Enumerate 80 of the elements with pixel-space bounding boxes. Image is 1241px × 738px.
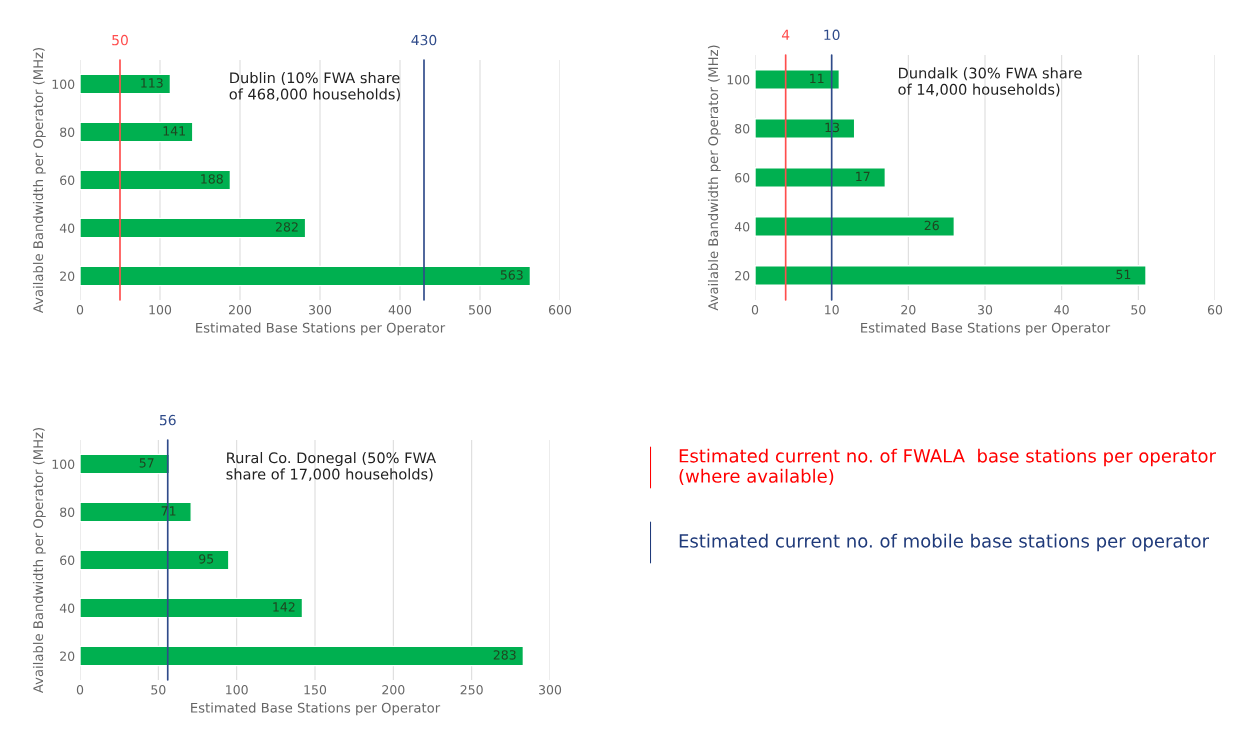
ref-line-label: 50	[112, 34, 128, 46]
annotation: Rural Co. Donegal (50% FWA share of 17,000 households)	[226, 452, 437, 482]
bar	[80, 169, 232, 191]
data-label: 57	[139, 458, 154, 468]
x-tick-label: 100	[226, 685, 248, 695]
x-tick-label: 60	[1207, 305, 1223, 315]
x-tick-label: 600	[548, 305, 572, 315]
y-tick-label: 40	[59, 603, 75, 613]
bar	[80, 265, 532, 287]
bar	[755, 265, 1147, 286]
x-tick-label: 0	[76, 305, 84, 315]
bar	[755, 118, 856, 139]
y-tick-label: 80	[60, 127, 75, 137]
legend-label: Estimated current no. of mobile base stations per operator	[679, 533, 1210, 552]
y-tick-label: 60	[60, 175, 75, 185]
x-tick-label: 400	[388, 305, 412, 315]
y-tick-label: 100	[52, 459, 75, 469]
x-tick-label: 100	[149, 305, 172, 315]
bar	[755, 69, 841, 90]
ref-line-label: 430	[411, 34, 437, 46]
bar	[80, 453, 170, 475]
data-label: 282	[275, 222, 298, 232]
y-axis-title: Available Bandwidth per Operator (MHz)	[707, 45, 721, 311]
data-label: 141	[163, 126, 185, 136]
x-tick-label: 300	[309, 305, 332, 315]
data-label: 26	[924, 220, 939, 231]
x-tick-label: 200	[228, 305, 252, 315]
bar	[80, 73, 172, 95]
y-axis-title: Available Bandwidth per Operator (MHz)	[32, 48, 46, 314]
y-tick-label: 80	[60, 507, 75, 517]
y-tick-label: 40	[59, 223, 75, 233]
data-label: 563	[500, 270, 523, 280]
data-label: 142	[273, 602, 295, 612]
x-tick-label: 50	[1131, 305, 1146, 315]
bar	[80, 645, 525, 667]
y-tick-label: 100	[52, 79, 75, 89]
data-label: 188	[201, 174, 223, 184]
bar	[80, 217, 307, 239]
bar	[80, 121, 194, 143]
y-tick-label: 20	[60, 271, 75, 281]
legend-label: Estimated current no. of FWALA base stations per operator (where available)	[679, 448, 1216, 485]
x-tick-label: 300	[539, 685, 562, 695]
ref-line-label: 56	[159, 414, 176, 426]
data-label: 283	[493, 650, 516, 660]
ref-line-label: 4	[781, 29, 790, 40]
x-axis-title: Estimated Base Stations per Operator	[196, 322, 446, 336]
y-tick-label: 40	[734, 221, 750, 232]
bar	[80, 549, 230, 571]
x-tick-label: 150	[304, 685, 327, 695]
bar	[755, 167, 887, 188]
x-tick-label: 0	[751, 305, 759, 315]
x-tick-label: 40	[1054, 305, 1069, 315]
x-tick-label: 50	[151, 685, 166, 695]
x-axis-title: Estimated Base Stations per Operator	[861, 322, 1111, 336]
x-tick-label: 0	[76, 685, 84, 695]
y-tick-label: 80	[735, 123, 750, 134]
annotation: Dublin (10% FWA share of 468,000 households)	[229, 72, 400, 102]
data-label: 51	[1116, 269, 1131, 280]
y-tick-label: 60	[60, 555, 75, 565]
y-tick-label: 60	[735, 172, 750, 183]
bar	[80, 597, 304, 619]
x-axis-title: Estimated Base Stations per Operator	[191, 702, 441, 716]
x-tick-label: 500	[469, 305, 492, 315]
data-label: 113	[141, 78, 163, 88]
x-tick-label: 250	[460, 685, 483, 695]
y-tick-label: 20	[735, 270, 750, 281]
annotation: Dundalk (30% FWA share of 14,000 households)	[898, 67, 1082, 97]
bar	[755, 216, 956, 237]
x-tick-label: 30	[978, 305, 993, 315]
y-axis-title: Available Bandwidth per Operator (MHz)	[32, 428, 46, 694]
x-tick-label: 20	[901, 305, 916, 315]
bar	[80, 501, 192, 523]
ref-line-label: 10	[824, 29, 840, 41]
data-label: 17	[856, 171, 870, 181]
data-label: 95	[199, 554, 214, 564]
x-tick-label: 10	[825, 305, 839, 315]
y-tick-label: 20	[60, 651, 75, 661]
data-label: 11	[810, 73, 824, 83]
y-tick-label: 100	[727, 74, 750, 85]
x-tick-label: 200	[382, 685, 405, 695]
